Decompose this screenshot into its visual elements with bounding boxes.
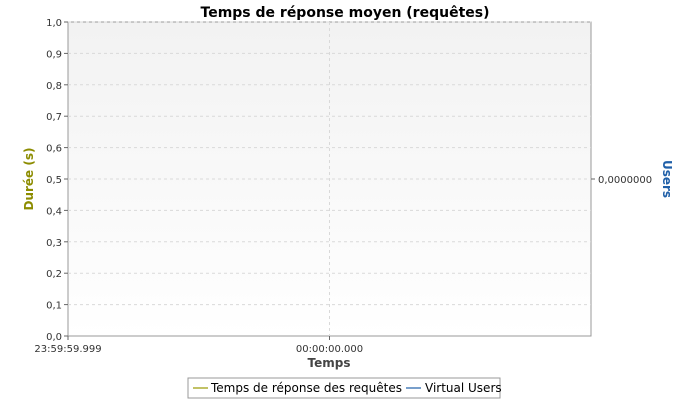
legend-label-response-time: Temps de réponse des requêtes — [210, 381, 402, 395]
y2-tick-label: 0,0000000 — [598, 175, 652, 186]
y-tick-label: 0,6 — [46, 144, 62, 155]
x-axis-label: Temps — [308, 356, 351, 370]
y-tick-label: 0,4 — [46, 206, 62, 217]
y-tick-label: 1,0 — [46, 18, 62, 29]
legend-label-virtual-users: Virtual Users — [425, 381, 502, 395]
y-tick-label: 0,8 — [46, 81, 62, 92]
y-axis-ticks: 0,0 0,1 0,2 0,3 0,4 0,5 0,6 0,7 0,8 0,9 1,0 — [46, 18, 68, 343]
y2-axis-ticks: 0,0000000 — [591, 175, 652, 186]
y-tick-label: 0,0 — [46, 332, 62, 343]
y-axis-label: Durée (s) — [22, 148, 36, 211]
y-tick-label: 0,5 — [46, 175, 62, 186]
legend: Temps de réponse des requêtes Virtual Us… — [187, 377, 502, 399]
y-tick-label: 0,9 — [46, 49, 62, 60]
x-tick-label: 23:59:59.999 — [34, 344, 101, 355]
x-tick-label: 00:00:00.000 — [296, 344, 363, 355]
y-tick-label: 0,1 — [46, 301, 62, 312]
chart-title: Temps de réponse moyen (requêtes) — [201, 5, 490, 21]
y2-axis-label: Users — [660, 160, 674, 198]
gridlines — [68, 21, 591, 336]
legend-box — [187, 377, 501, 399]
y-tick-label: 0,2 — [46, 269, 62, 280]
y-tick-label: 0,7 — [46, 112, 62, 123]
x-axis-ticks: 23:59:59.999 00:00:00.000 — [34, 336, 363, 355]
y-tick-label: 0,3 — [46, 238, 62, 249]
